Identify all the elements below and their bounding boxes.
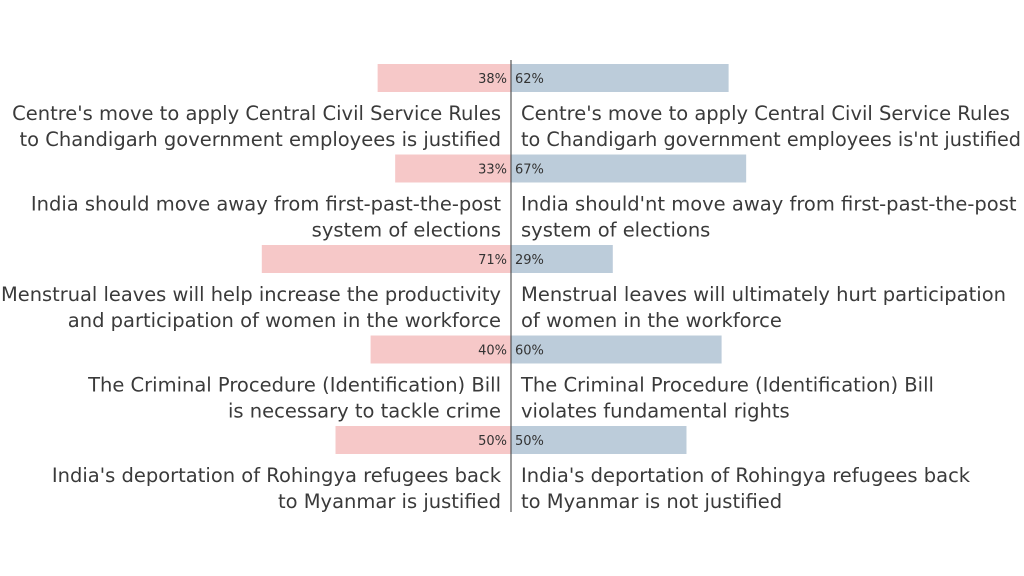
statement-left: India's deportation of Rohingya refugees… [52, 464, 502, 487]
bar-right [511, 154, 747, 183]
bar-left-label: 50% [478, 434, 507, 449]
bar-right-label: 29% [515, 253, 544, 268]
statement-left: to Chandigarh government employees is ju… [19, 128, 501, 151]
bar-left [335, 426, 511, 454]
statement-right: system of elections [521, 219, 710, 242]
statement-left: India should move away from first-past-t… [31, 193, 501, 216]
bar-left-label: 71% [478, 253, 507, 268]
statement-right: The Criminal Procedure (Identification) … [520, 374, 934, 397]
bar-right [511, 426, 687, 454]
statement-left: Centre's move to apply Central Civil Ser… [12, 102, 501, 125]
bar-right [511, 64, 729, 92]
bar-left [261, 245, 511, 273]
statement-left: is necessary to tackle crime [228, 400, 501, 423]
statement-right: of women in the workforce [521, 309, 782, 332]
bar-left-label: 38% [478, 72, 507, 87]
statement-right: Centre's move to apply Central Civil Ser… [521, 102, 1010, 125]
bar-right-label: 60% [515, 344, 544, 359]
bar-right-label: 67% [515, 163, 544, 178]
statement-right: Menstrual leaves will ultimately hurt pa… [521, 283, 1006, 306]
statement-left: to Myanmar is justified [278, 490, 501, 513]
statement-right: India should'nt move away from first-pas… [521, 193, 1017, 216]
bar-right [511, 335, 722, 364]
bar-right [511, 245, 613, 273]
bar-left [377, 64, 511, 92]
statement-right: violates fundamental rights [521, 400, 790, 423]
bar-left-label: 33% [478, 163, 507, 178]
statement-left: and participation of women in the workfo… [68, 309, 501, 332]
statement-right: to Chandigarh government employees is'nt… [521, 128, 1021, 151]
statement-right: India's deportation of Rohingya refugees… [521, 464, 971, 487]
bar-left [395, 154, 511, 183]
bar-left-label: 40% [478, 344, 507, 359]
bar-right-label: 50% [515, 434, 544, 449]
bar-left [370, 335, 511, 364]
bar-right-label: 62% [515, 72, 544, 87]
statement-left: The Criminal Procedure (Identification) … [87, 374, 501, 397]
statement-left: Menstrual leaves will help increase the … [1, 283, 501, 306]
statement-right: to Myanmar is not justified [521, 490, 782, 513]
statement-left: system of elections [312, 219, 501, 242]
